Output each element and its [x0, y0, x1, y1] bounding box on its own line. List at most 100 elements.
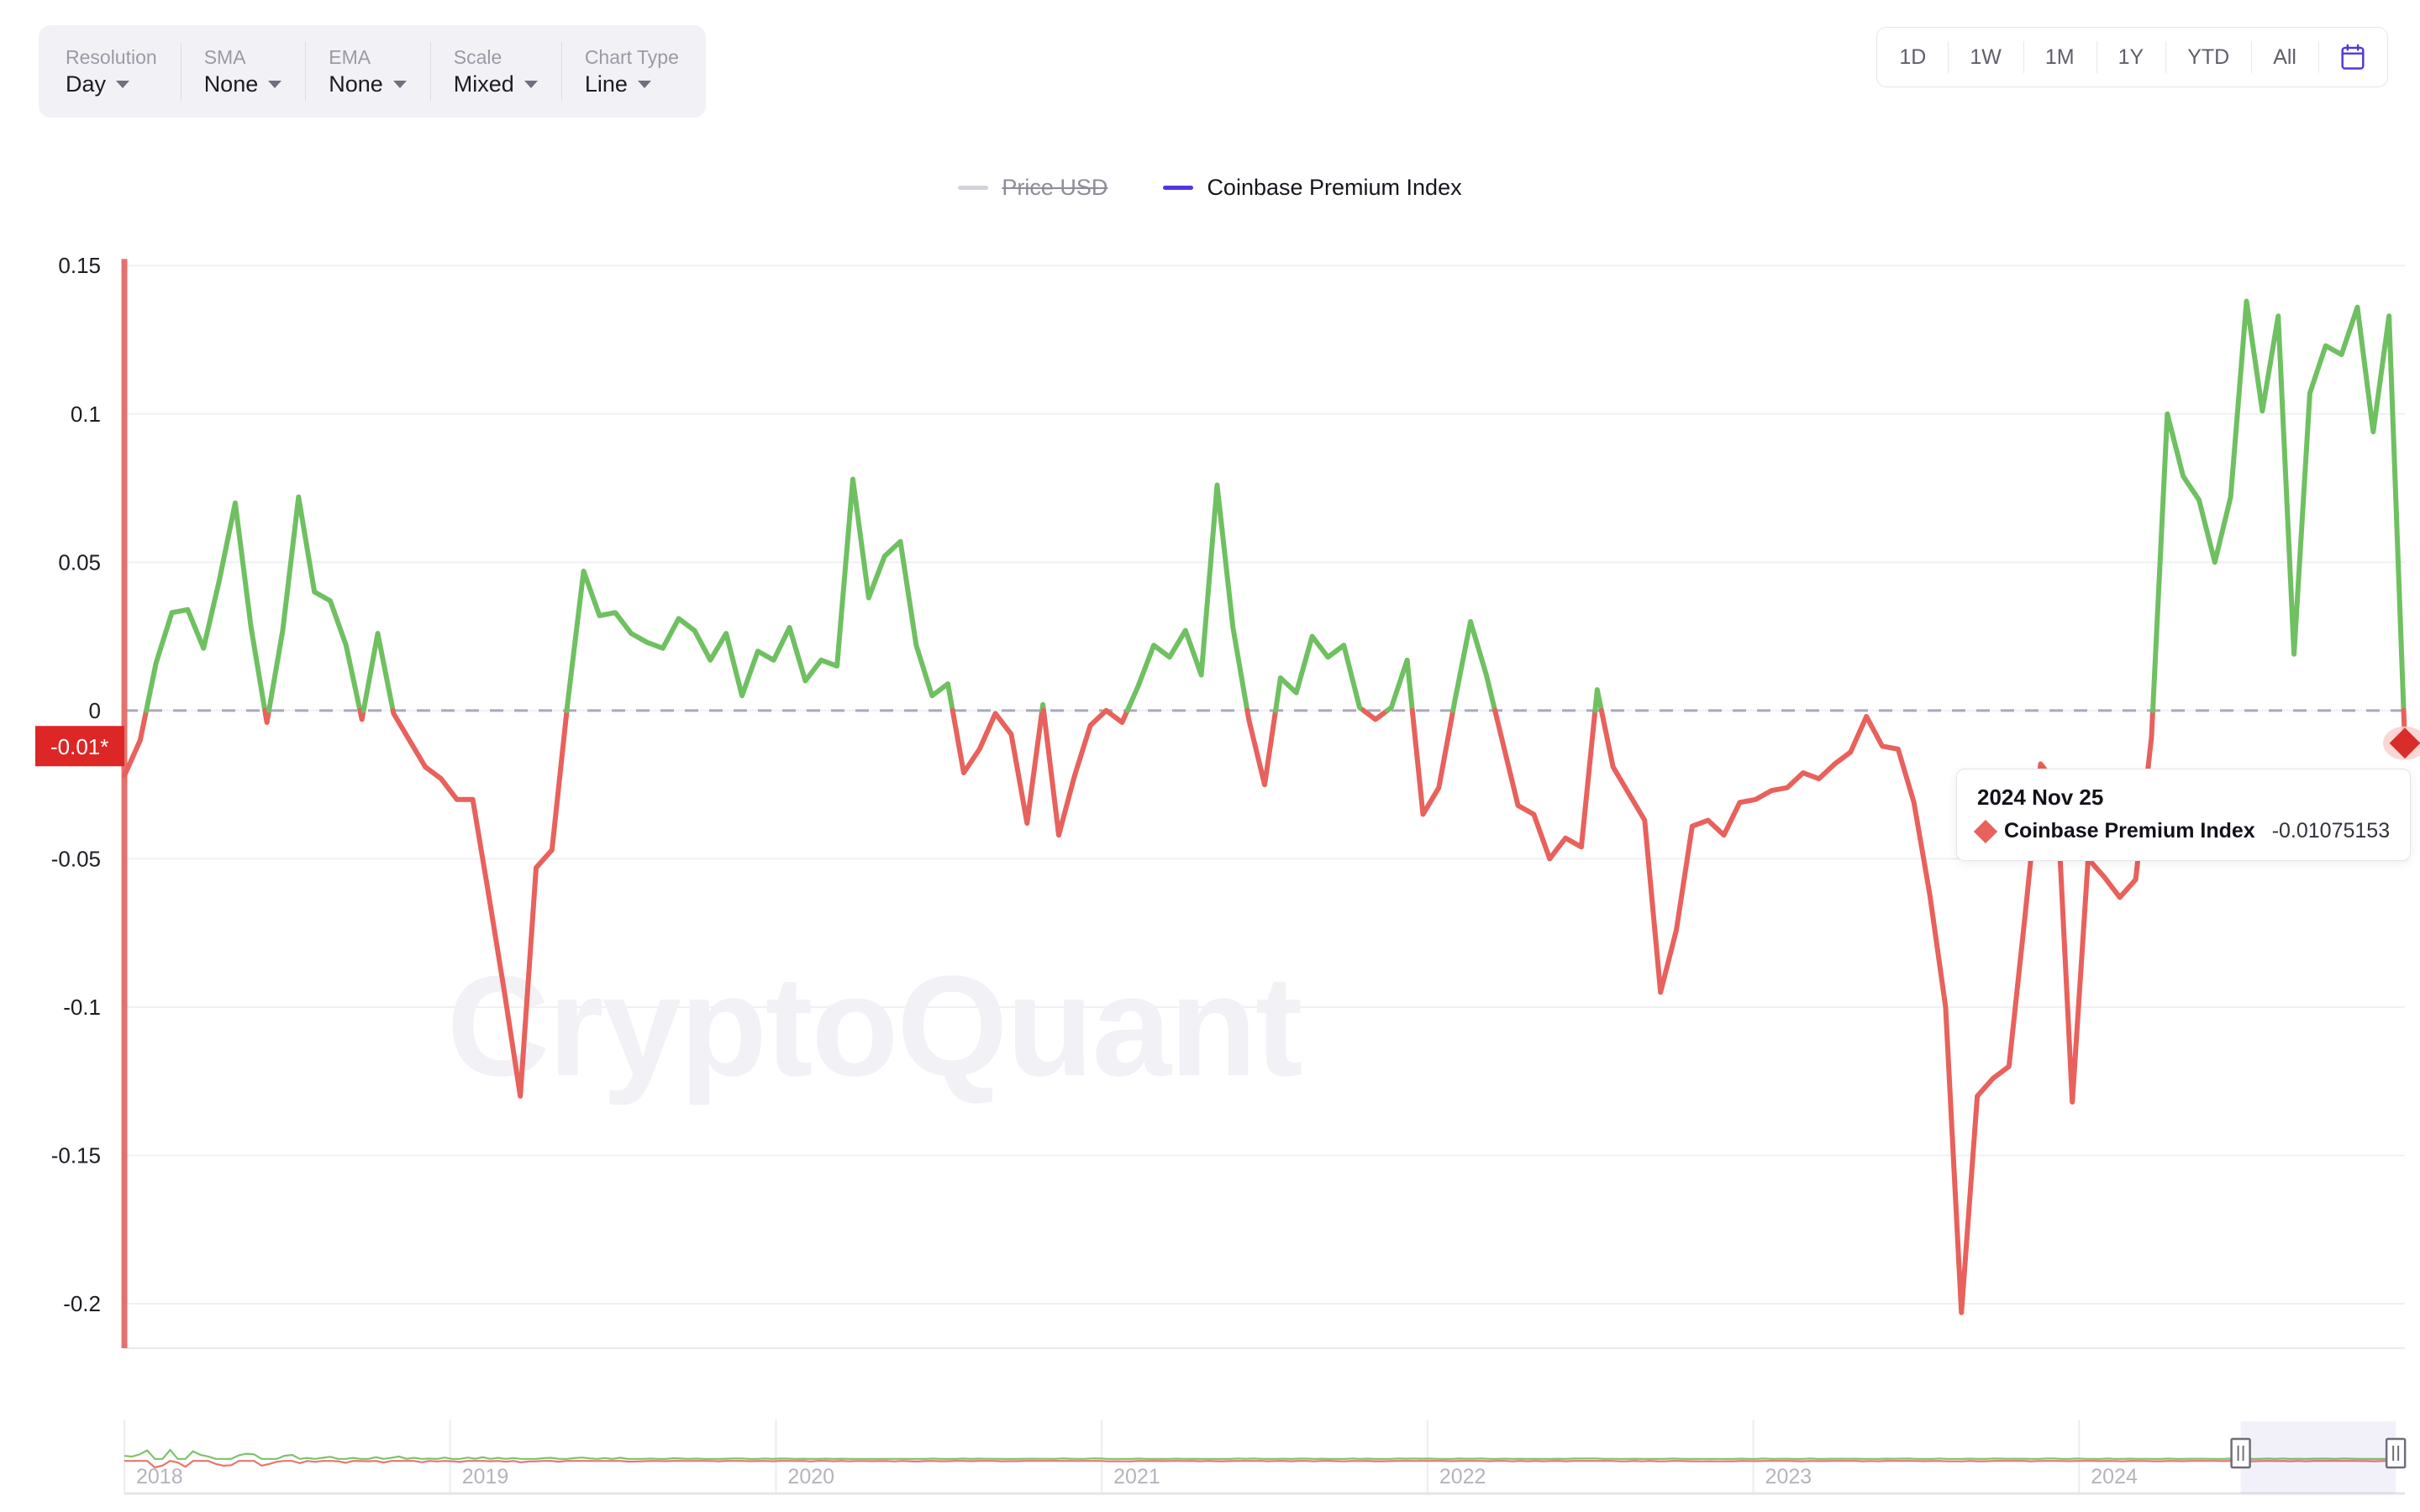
- legend-item-coinbase-premium-index[interactable]: Coinbase Premium Index: [1163, 175, 1462, 201]
- series-segment-negative: [357, 707, 366, 722]
- series-segment-negative: [262, 707, 272, 725]
- navigator-year-label: 2018: [136, 1465, 183, 1488]
- series-segment-negative: [1598, 707, 2155, 1315]
- range-button-all[interactable]: All: [2251, 28, 2318, 87]
- range-button-1m[interactable]: 1M: [2023, 28, 2096, 87]
- series-segment-negative: [1492, 707, 1598, 862]
- navigator-handle-right[interactable]: [2385, 1437, 2407, 1469]
- legend-label: Coinbase Premium Index: [1207, 175, 1462, 200]
- series-segment-positive: [1124, 482, 1250, 713]
- series-segment-negative: [1244, 707, 1279, 788]
- navigator-sparkline-negative: [124, 1460, 2405, 1469]
- series-segment-positive: [266, 494, 363, 713]
- diamond-marker-icon: [1973, 819, 1998, 843]
- chart-settings-panel: Resolution Day SMA None EMA None Scale Mixed Cha…: [39, 25, 706, 118]
- control-label: SMA: [203, 45, 246, 68]
- series-segment-positive: [1592, 687, 1604, 713]
- control-resolution[interactable]: Resolution Day: [42, 25, 181, 118]
- navigator-year-label: 2024: [2091, 1465, 2138, 1488]
- control-chart-type[interactable]: Chart Type Line: [560, 25, 702, 118]
- y-axis-tick-label: 0.1: [71, 402, 101, 427]
- series-segment-negative: [1041, 707, 1109, 838]
- series-segment-positive: [360, 631, 396, 713]
- navigator-year-label: 2022: [1439, 1465, 1486, 1488]
- legend-swatch-icon: [958, 186, 989, 190]
- chevron-down-icon: [637, 81, 651, 89]
- chart-canvas[interactable]: CryptoQuant 0.15 0.1 0.05 0 -0.05 -0.1 -0.15 -0.…: [0, 218, 2420, 1369]
- chevron-down-icon: [523, 81, 538, 89]
- series-segment-positive: [564, 476, 955, 713]
- control-scale[interactable]: Scale Mixed: [429, 25, 561, 118]
- series-line-coinbase-premium-index[interactable]: [122, 298, 2407, 1315]
- range-button-1d[interactable]: 1D: [1899, 45, 1927, 69]
- tooltip-date: 2024 Nov 25: [1977, 785, 2104, 810]
- chevron-down-icon: [116, 81, 130, 89]
- navigator-year-label: 2021: [1113, 1465, 1160, 1488]
- control-value-row[interactable]: Mixed: [454, 71, 538, 97]
- y-axis-value-badge: [35, 726, 124, 767]
- series-segment-positive: [2150, 298, 2407, 713]
- series-segment-negative: [390, 707, 570, 1099]
- chevron-down-icon: [392, 81, 407, 89]
- drag-handle-icon: [2230, 1437, 2251, 1469]
- y-axis-tick-label: -0.05: [51, 846, 101, 871]
- tooltip-series-name: Coinbase Premium Index: [2004, 819, 2255, 843]
- series-segment-positive: [1385, 657, 1415, 713]
- legend-item-price-usd[interactable]: Price USD: [958, 175, 1107, 201]
- tooltip-series-row: Coinbase Premium Index -0.01075153: [1973, 819, 2391, 843]
- control-label: Resolution: [66, 45, 157, 68]
- y-axis-tick-label: -0.15: [51, 1142, 101, 1168]
- legend-label: Price USD: [1002, 175, 1108, 200]
- chart-legend: Price USD Coinbase Premium Index: [0, 175, 2420, 201]
- control-label: Scale: [453, 45, 502, 68]
- y-axis-tick-label: -0.1: [63, 995, 101, 1020]
- top-toolbar: Resolution Day SMA None EMA None Scale Mixed Cha…: [0, 0, 2420, 134]
- y-axis-tick-label: 0.15: [58, 253, 101, 278]
- chart-tooltip: 2024 Nov 25 Coinbase Premium Index -0.01…: [1956, 769, 2412, 861]
- control-label: Chart Type: [584, 45, 679, 68]
- time-range-selector: 1D 1W 1M 1Y YTD All: [1876, 27, 2388, 87]
- drag-handle-icon: [2385, 1437, 2407, 1469]
- last-point-diamond-marker[interactable]: [2389, 727, 2420, 759]
- range-navigator[interactable]: 2018 2019 2020 2021 2022 2023 2024: [0, 1420, 2420, 1512]
- navigator-selection-region[interactable]: [2240, 1421, 2396, 1494]
- series-segment-positive: [1450, 618, 1498, 713]
- navigator-handle-left[interactable]: [2230, 1437, 2251, 1469]
- y-axis-tick-label: -0.2: [63, 1291, 101, 1316]
- range-button-1y[interactable]: 1Y: [2096, 28, 2166, 87]
- legend-swatch-icon: [1163, 186, 1194, 190]
- control-value-row[interactable]: None: [204, 71, 282, 97]
- control-label: EMA: [329, 45, 371, 68]
- control-value: None: [329, 71, 383, 97]
- series-segment-negative: [122, 707, 150, 779]
- tooltip-series-value: -0.01075153: [2271, 819, 2391, 843]
- series-segment-positive: [144, 500, 268, 713]
- navigator-year-label: 2023: [1765, 1465, 1812, 1488]
- navigator-canvas[interactable]: 2018 2019 2020 2021 2022 2023 2024: [0, 1420, 2420, 1512]
- chart-plot-area[interactable]: CryptoQuant 0.15 0.1 0.05 0 -0.05 -0.1 -0.15 -0.…: [0, 218, 2420, 1369]
- watermark: CryptoQuant: [447, 947, 1302, 1106]
- control-value-row[interactable]: Day: [66, 71, 157, 97]
- series-segment-negative: [1103, 707, 1130, 725]
- control-value: Day: [66, 71, 107, 97]
- control-sma[interactable]: SMA None: [180, 25, 306, 118]
- y-axis-tick-label: 0: [89, 698, 101, 723]
- series-segment-negative: [1409, 707, 1456, 817]
- control-value-row[interactable]: None: [329, 71, 407, 97]
- navigator-year-label: 2019: [462, 1465, 509, 1488]
- series-segment-positive: [1273, 633, 1366, 713]
- control-value: Mixed: [453, 71, 514, 97]
- calendar-icon: [2341, 44, 2365, 70]
- series-segment-negative: [1360, 707, 1391, 722]
- y-axis-tick-label: 0.05: [58, 549, 101, 575]
- calendar-button[interactable]: [2318, 28, 2387, 87]
- control-value: None: [203, 71, 259, 97]
- navigator-year-label: 2020: [787, 1465, 834, 1488]
- control-ema[interactable]: EMA None: [305, 25, 430, 118]
- range-button-ytd[interactable]: YTD: [2165, 28, 2251, 87]
- control-value-row[interactable]: Line: [585, 71, 679, 97]
- range-button-1w[interactable]: 1W: [1948, 28, 2023, 87]
- series-segment-negative: [950, 707, 1045, 827]
- navigator-sparkline-positive: [124, 1448, 2406, 1460]
